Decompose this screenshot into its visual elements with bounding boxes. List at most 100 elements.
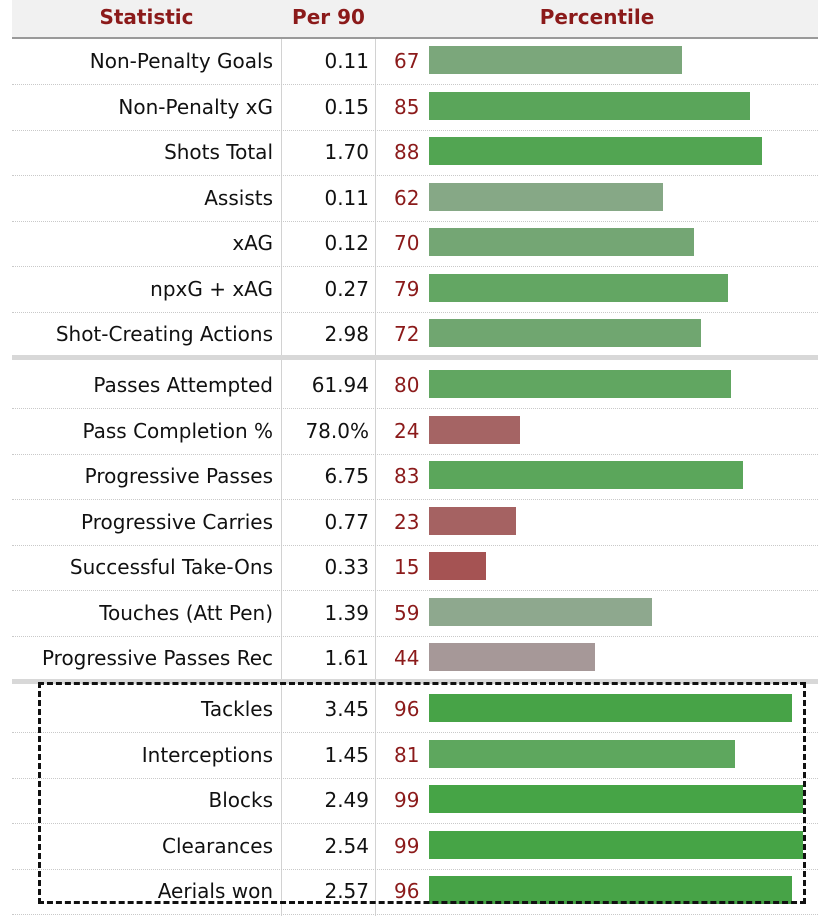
table-row: Pass Completion % 78.0% 24	[12, 409, 818, 455]
stat-label: Interceptions	[141, 742, 273, 767]
stat-label: Progressive Passes Rec	[41, 646, 273, 670]
per90-value: 0.11	[324, 49, 369, 73]
percentile-value: 23	[394, 509, 420, 534]
per90-value: 0.27	[324, 276, 369, 301]
stat-label: Non-Penalty xG	[118, 94, 273, 119]
percentile-value: 96	[394, 879, 420, 903]
percentile-bar	[429, 319, 701, 347]
percentile-value: 99	[394, 833, 420, 858]
percentile-bar	[429, 46, 682, 74]
percentile-bar	[429, 415, 520, 444]
header-percentile[interactable]: Percentile	[539, 5, 655, 29]
table-row: Successful Take-Ons 0.33 15	[12, 545, 818, 591]
percentile-bar	[429, 694, 792, 722]
stat-label: Progressive Passes	[84, 464, 273, 488]
table-header: Statistic Per 90 Percentile	[12, 0, 818, 39]
per90-value: 0.15	[324, 94, 369, 119]
table-row: Assists 0.11 62	[12, 176, 818, 222]
per90-value: 1.61	[324, 646, 369, 670]
table-row: Progressive Carries 0.77 23	[12, 500, 818, 546]
per90-value: 1.39	[324, 600, 369, 625]
percentile-value: 44	[394, 646, 420, 670]
percentile-bar	[429, 876, 792, 904]
percentile-bar	[429, 739, 735, 768]
per90-value: 2.57	[324, 879, 369, 903]
percentile-value: 79	[394, 276, 420, 301]
percentile-value: 67	[394, 49, 420, 73]
table-row: Touches (Att Pen) 1.39 59	[12, 591, 818, 637]
percentile-value: 15	[394, 555, 420, 579]
table-row: Shots Total 1.70 88	[12, 130, 818, 176]
stat-label: Shots Total	[164, 140, 273, 164]
per90-value: 78.0%	[305, 418, 369, 443]
percentile-value: 83	[394, 464, 420, 488]
table-row: Progressive Passes 6.75 83	[12, 454, 818, 500]
table-row: Aerials won 2.57 96	[12, 869, 818, 915]
per90-value: 0.12	[324, 231, 369, 255]
percentile-bar	[429, 830, 803, 859]
stat-label: Tackles	[200, 697, 273, 721]
percentile-bar	[429, 273, 728, 302]
percentile-value: 72	[394, 322, 420, 346]
stat-label: Clearances	[162, 833, 273, 858]
per90-value: 3.45	[324, 697, 369, 721]
percentile-bar	[429, 182, 663, 211]
stat-label: Shot-Creating Actions	[55, 322, 273, 346]
per90-value: 1.70	[324, 140, 369, 164]
header-per90[interactable]: Per 90	[292, 5, 365, 29]
scouting-report-table: Statistic Per 90 Percentile Non-Penalty …	[12, 0, 818, 916]
column-divider	[375, 0, 376, 916]
percentile-value: 62	[394, 185, 420, 210]
per90-value: 2.49	[324, 788, 369, 812]
stat-label: xAG	[232, 231, 273, 255]
per90-value: 0.11	[324, 185, 369, 210]
percentile-bar	[429, 228, 694, 256]
table-row: npxG + xAG 0.27 79	[12, 267, 818, 313]
group-separator	[12, 679, 818, 684]
percentile-bar	[429, 506, 516, 535]
percentile-bar	[429, 552, 486, 580]
percentile-value: 24	[394, 418, 420, 443]
per90-value: 2.54	[324, 833, 369, 858]
stat-label: Blocks	[208, 788, 273, 812]
percentile-value: 59	[394, 600, 420, 625]
per90-value: 2.98	[324, 322, 369, 346]
table-row: Passes Attempted 61.94 80	[12, 363, 818, 409]
stat-label: Successful Take-Ons	[69, 555, 273, 579]
percentile-bar	[429, 137, 762, 165]
percentile-bar	[429, 91, 750, 120]
stat-label: Touches (Att Pen)	[99, 600, 273, 625]
column-divider	[281, 0, 282, 916]
percentile-value: 85	[394, 94, 420, 119]
percentile-bar	[429, 370, 731, 398]
percentile-bar	[429, 597, 652, 626]
table-row: Non-Penalty xG 0.15 85	[12, 85, 818, 131]
percentile-value: 80	[394, 373, 420, 397]
table-row: Shot-Creating Actions 2.98 72	[12, 312, 818, 358]
percentile-bar	[429, 461, 743, 489]
per90-value: 0.33	[324, 555, 369, 579]
table-row: Clearances 2.54 99	[12, 824, 818, 870]
group-separator	[12, 355, 818, 360]
stat-label: Assists	[204, 185, 273, 210]
stat-label: Pass Completion %	[82, 418, 273, 443]
table-row: xAG 0.12 70	[12, 221, 818, 267]
table-row: Interceptions 1.45 81	[12, 733, 818, 779]
stat-label: npxG + xAG	[150, 276, 273, 301]
percentile-bar	[429, 643, 595, 671]
per90-value: 0.77	[324, 509, 369, 534]
per90-value: 1.45	[324, 742, 369, 767]
table-row: Progressive Passes Rec 1.61 44	[12, 636, 818, 682]
table-row: Blocks 2.49 99	[12, 778, 818, 824]
per90-value: 6.75	[324, 464, 369, 488]
percentile-value: 70	[394, 231, 420, 255]
percentile-bar	[429, 785, 803, 813]
header-statistic[interactable]: Statistic	[99, 5, 194, 29]
stat-label: Passes Attempted	[93, 373, 273, 397]
percentile-value: 88	[394, 140, 420, 164]
table-row: Tackles 3.45 96	[12, 687, 818, 733]
table-row: Non-Penalty Goals 0.11 67	[12, 39, 818, 85]
per90-value: 61.94	[311, 373, 369, 397]
percentile-value: 81	[394, 742, 420, 767]
percentile-value: 99	[394, 788, 420, 812]
